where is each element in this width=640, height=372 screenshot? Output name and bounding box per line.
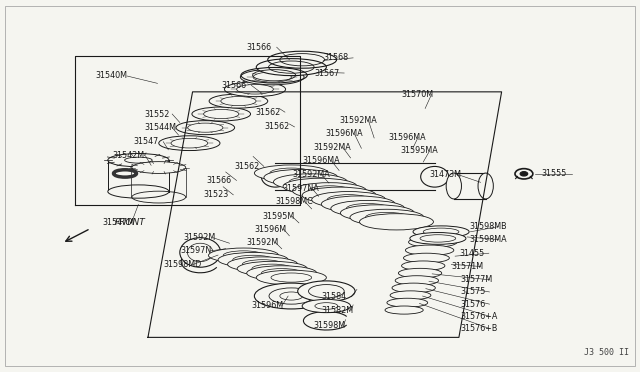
Text: 31598MB: 31598MB bbox=[469, 222, 507, 231]
Text: 31540M: 31540M bbox=[96, 71, 128, 80]
Text: 31596M: 31596M bbox=[252, 301, 284, 311]
Text: 31576+B: 31576+B bbox=[460, 324, 497, 333]
Text: 31582M: 31582M bbox=[321, 306, 353, 315]
Ellipse shape bbox=[515, 169, 533, 179]
Ellipse shape bbox=[401, 261, 445, 270]
Text: 31598MA: 31598MA bbox=[469, 235, 507, 244]
Ellipse shape bbox=[108, 154, 169, 167]
Ellipse shape bbox=[392, 283, 435, 293]
Ellipse shape bbox=[159, 136, 220, 151]
Ellipse shape bbox=[237, 261, 307, 276]
Text: 31566: 31566 bbox=[207, 176, 232, 185]
Text: 31547M: 31547M bbox=[102, 218, 134, 227]
Text: 31575: 31575 bbox=[460, 288, 486, 296]
Ellipse shape bbox=[312, 192, 386, 208]
Ellipse shape bbox=[292, 183, 367, 199]
Ellipse shape bbox=[254, 283, 328, 309]
Text: 31566: 31566 bbox=[246, 43, 272, 52]
Ellipse shape bbox=[520, 171, 528, 176]
Ellipse shape bbox=[283, 178, 357, 195]
Ellipse shape bbox=[254, 165, 328, 181]
Text: 31562: 31562 bbox=[234, 162, 259, 171]
Ellipse shape bbox=[413, 226, 469, 238]
Ellipse shape bbox=[403, 253, 449, 263]
Ellipse shape bbox=[360, 214, 433, 230]
Text: 31577M: 31577M bbox=[460, 275, 492, 284]
Ellipse shape bbox=[321, 196, 395, 212]
Ellipse shape bbox=[478, 173, 493, 199]
Ellipse shape bbox=[446, 173, 461, 199]
Ellipse shape bbox=[390, 291, 431, 300]
Text: 31562: 31562 bbox=[264, 122, 290, 131]
Ellipse shape bbox=[410, 232, 466, 244]
Text: 31547: 31547 bbox=[133, 137, 159, 146]
Text: 31592MA: 31592MA bbox=[339, 116, 377, 125]
Ellipse shape bbox=[420, 166, 449, 187]
Text: 31596MA: 31596MA bbox=[302, 156, 340, 166]
Text: 31568: 31568 bbox=[323, 53, 348, 62]
Text: 31552: 31552 bbox=[144, 109, 170, 119]
Ellipse shape bbox=[340, 205, 414, 221]
Ellipse shape bbox=[180, 238, 221, 267]
Text: 31523: 31523 bbox=[204, 190, 228, 199]
Text: 31598MD: 31598MD bbox=[163, 260, 202, 269]
Text: 31598MC: 31598MC bbox=[275, 197, 313, 206]
Ellipse shape bbox=[108, 185, 169, 198]
Ellipse shape bbox=[256, 270, 326, 285]
Ellipse shape bbox=[395, 276, 438, 285]
Text: 31562: 31562 bbox=[255, 108, 280, 117]
Text: 31596M: 31596M bbox=[254, 225, 287, 234]
Ellipse shape bbox=[350, 209, 424, 225]
Text: 31555: 31555 bbox=[541, 169, 567, 178]
Ellipse shape bbox=[298, 281, 355, 302]
Ellipse shape bbox=[228, 257, 298, 272]
Ellipse shape bbox=[209, 94, 268, 108]
Text: 31592M: 31592M bbox=[246, 238, 278, 247]
Ellipse shape bbox=[209, 248, 278, 263]
Text: 31597N: 31597N bbox=[180, 247, 212, 256]
Text: 31598M: 31598M bbox=[314, 321, 346, 330]
Text: 31597NA: 31597NA bbox=[282, 184, 319, 193]
Text: 31542M: 31542M bbox=[113, 151, 145, 160]
Ellipse shape bbox=[264, 169, 338, 186]
Text: 31571M: 31571M bbox=[451, 262, 483, 271]
Text: 31576+A: 31576+A bbox=[460, 312, 497, 321]
Text: 31566: 31566 bbox=[222, 81, 247, 90]
Ellipse shape bbox=[218, 253, 288, 267]
Ellipse shape bbox=[246, 266, 317, 280]
Text: 31584: 31584 bbox=[321, 292, 346, 301]
Text: 31592MA: 31592MA bbox=[292, 170, 330, 179]
Ellipse shape bbox=[261, 166, 289, 187]
Text: 31455: 31455 bbox=[460, 249, 485, 258]
Text: 31595M: 31595M bbox=[262, 212, 295, 221]
Text: 31544M: 31544M bbox=[144, 123, 176, 132]
Ellipse shape bbox=[408, 237, 457, 247]
Ellipse shape bbox=[225, 82, 285, 97]
Ellipse shape bbox=[176, 121, 235, 135]
Ellipse shape bbox=[331, 201, 404, 217]
Ellipse shape bbox=[241, 69, 304, 85]
Text: 31567: 31567 bbox=[314, 68, 339, 77]
Ellipse shape bbox=[405, 245, 454, 256]
Text: J3 500 II: J3 500 II bbox=[584, 347, 629, 357]
Ellipse shape bbox=[273, 174, 348, 190]
Text: 31596MA: 31596MA bbox=[325, 129, 363, 138]
Text: 31596MA: 31596MA bbox=[389, 133, 426, 142]
Text: 31592MA: 31592MA bbox=[314, 143, 351, 152]
Ellipse shape bbox=[302, 299, 351, 312]
Text: 31595MA: 31595MA bbox=[400, 147, 438, 155]
Ellipse shape bbox=[132, 161, 186, 173]
Ellipse shape bbox=[385, 306, 423, 314]
Text: FRONT: FRONT bbox=[115, 218, 145, 227]
Text: 31576: 31576 bbox=[460, 300, 485, 309]
Ellipse shape bbox=[302, 187, 376, 203]
Ellipse shape bbox=[256, 59, 326, 76]
Text: 31570M: 31570M bbox=[401, 90, 434, 99]
Ellipse shape bbox=[387, 298, 428, 307]
Ellipse shape bbox=[398, 268, 442, 278]
Ellipse shape bbox=[192, 107, 250, 121]
Text: 31473M: 31473M bbox=[429, 170, 461, 179]
Text: 31592M: 31592M bbox=[184, 233, 216, 242]
